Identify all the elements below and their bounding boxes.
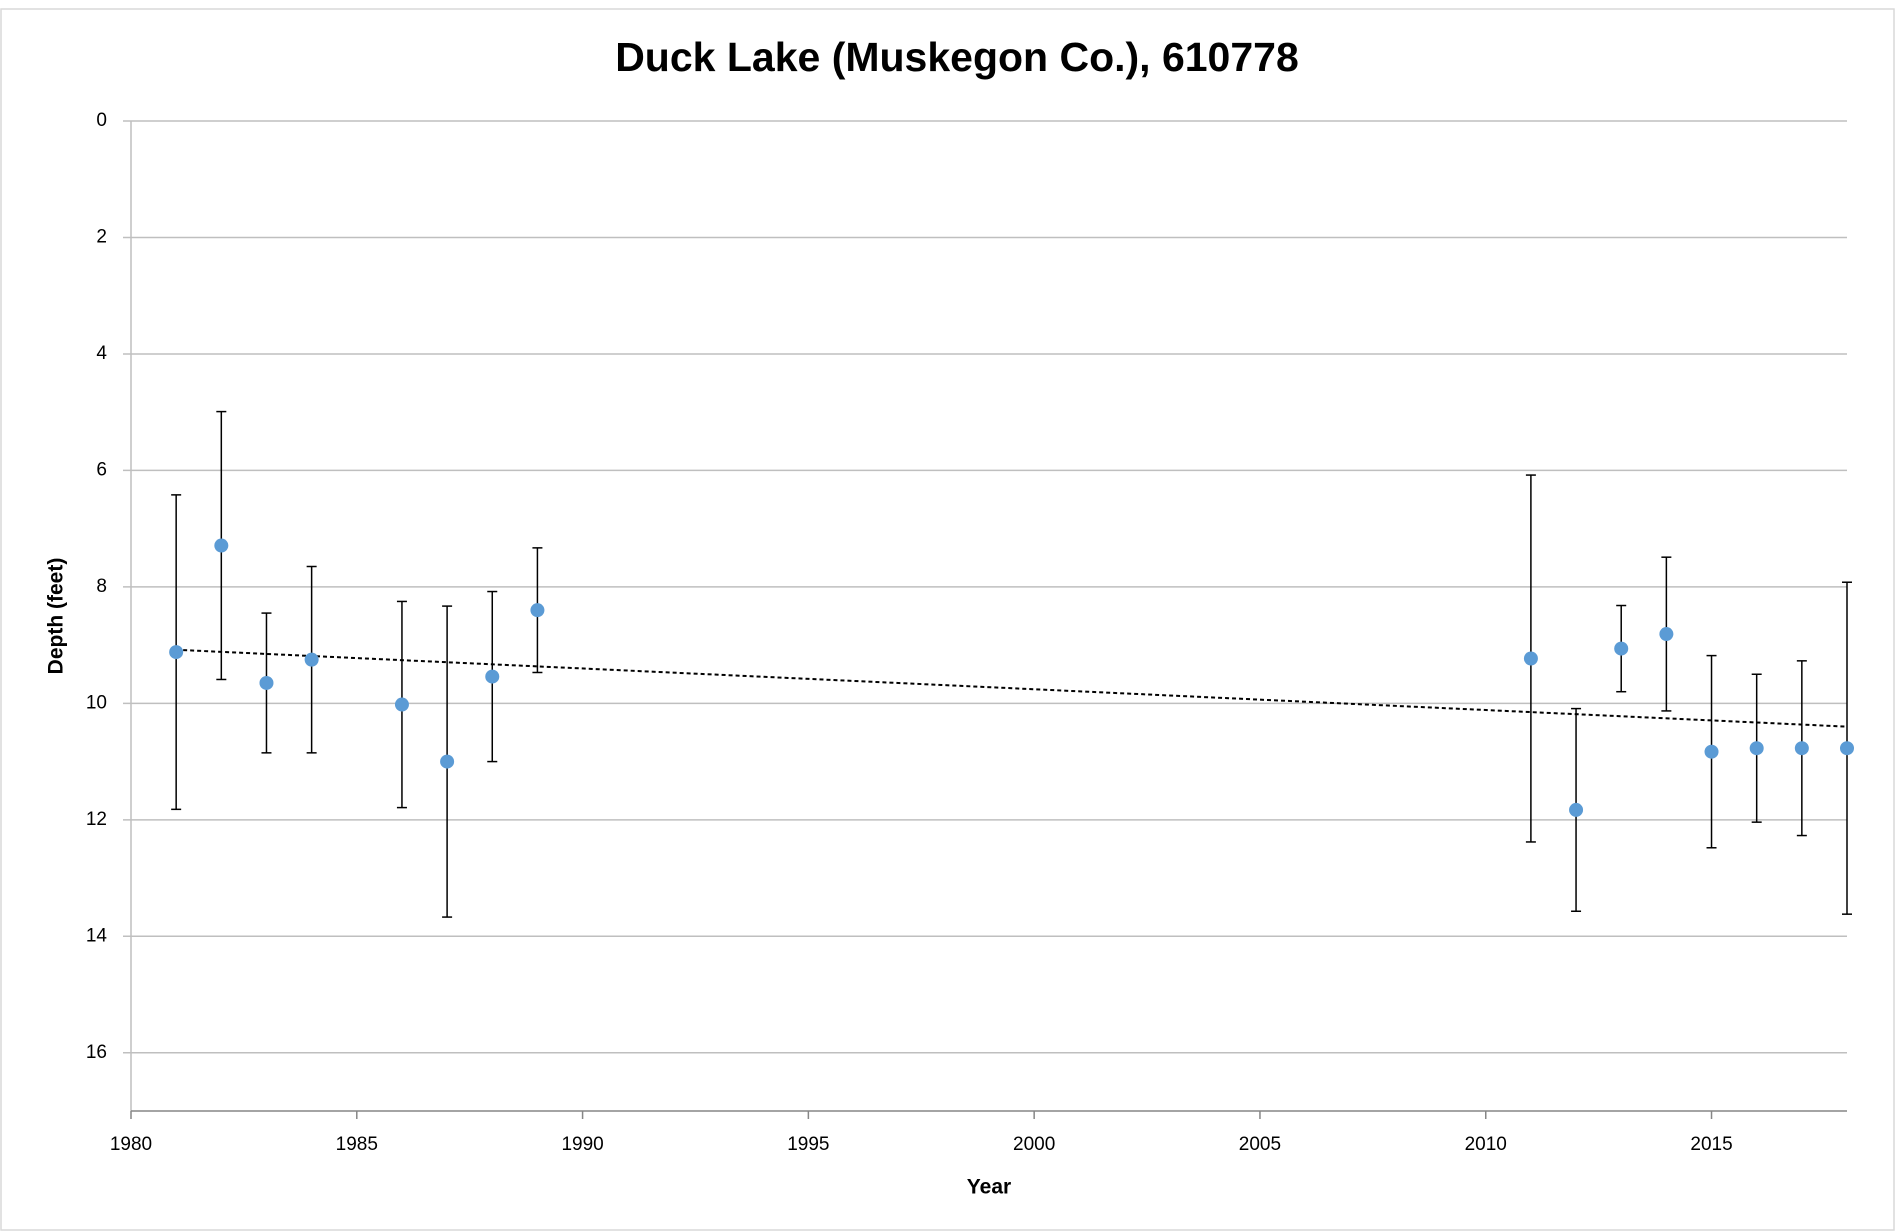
data-point (214, 538, 229, 553)
y-tick-label: 10 (86, 692, 107, 713)
data-point (1794, 741, 1809, 756)
x-tick-label: 1985 (336, 1134, 378, 1155)
data-point (1659, 627, 1674, 642)
y-tick-label: 12 (86, 809, 107, 830)
data-point (1614, 641, 1629, 656)
data-point (1523, 651, 1538, 666)
y-axis-label: Depth (feet) (45, 558, 68, 675)
data-point (1704, 744, 1719, 759)
data-point (1569, 802, 1584, 817)
y-tick-label: 0 (96, 110, 107, 131)
data-point (1749, 741, 1764, 756)
y-tick-label: 8 (96, 576, 107, 597)
trendline (176, 648, 1848, 728)
y-tick-label: 2 (96, 226, 107, 247)
y-tick-label: 4 (96, 343, 107, 364)
x-tick-label: 2010 (1465, 1134, 1507, 1155)
data-point (440, 754, 455, 769)
x-tick-label: 2015 (1690, 1134, 1732, 1155)
data-point (304, 652, 319, 667)
data-point (485, 669, 500, 684)
y-tick-label: 16 (86, 1042, 107, 1063)
x-tick-label: 2005 (1239, 1134, 1281, 1155)
data-point (169, 645, 184, 660)
chart-title: Duck Lake (Muskegon Co.), 610778 (615, 34, 1299, 80)
x-tick-label: 1990 (561, 1134, 603, 1155)
chart-border (0, 8, 1895, 1231)
data-point (394, 697, 409, 712)
data-point (1840, 741, 1854, 756)
x-tick-label: 2000 (1013, 1134, 1055, 1155)
x-axis-label: Year (967, 1176, 1011, 1199)
y-tick-label: 14 (86, 925, 108, 946)
data-point (530, 603, 545, 618)
x-tick-label: 1980 (110, 1134, 152, 1155)
data-point (259, 675, 274, 690)
y-tick-label: 6 (96, 459, 107, 480)
x-tick-label: 1995 (787, 1134, 829, 1155)
